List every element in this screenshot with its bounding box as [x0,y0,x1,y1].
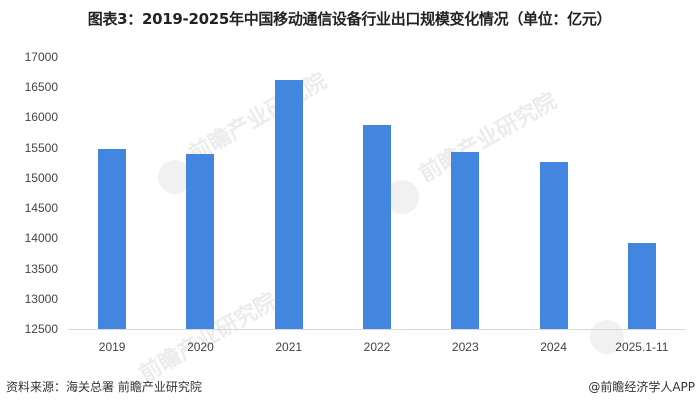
bar-2022 [363,124,391,329]
x-tick-label: 2020 [187,340,214,354]
y-tick-label: 15000 [24,170,58,185]
bar-2025.1-11 [627,242,656,329]
x-tick-label: 2021 [275,340,303,354]
bar-2023 [451,151,480,329]
x-tick-label: 2022 [363,340,391,354]
y-tick-label: 15500 [24,140,58,155]
x-tick-label: 2024 [540,340,567,354]
bar-2020 [186,153,215,329]
bar-2019 [98,148,127,329]
y-tick-label: 16000 [24,110,58,125]
y-tick-label: 13500 [24,261,58,276]
y-tick-label: 17000 [24,50,58,64]
credit-note: @前瞻经济学人APP [588,380,695,394]
watermark: 前瞻产业研究院 [185,68,332,168]
chart-title: 图表3：2019-2025年中国移动通信设备行业出口规模变化情况（单位：亿元） [87,10,612,28]
x-tick-label: 2019 [98,340,126,354]
x-tick-label: 2025.1-11 [615,340,669,354]
bar-2024 [539,161,568,329]
x-tick-label: 2023 [451,340,479,354]
y-tick-label: 14000 [24,231,58,246]
bar-2021 [274,79,303,329]
source-note: 资料来源：海关总署 前瞻产业研究院 [6,380,202,394]
x-axis-line [68,329,686,330]
y-tick-label: 14500 [24,201,58,216]
y-tick-label: 12500 [24,322,58,336]
y-tick-label: 13000 [24,291,58,306]
y-tick-label: 16500 [24,80,58,95]
